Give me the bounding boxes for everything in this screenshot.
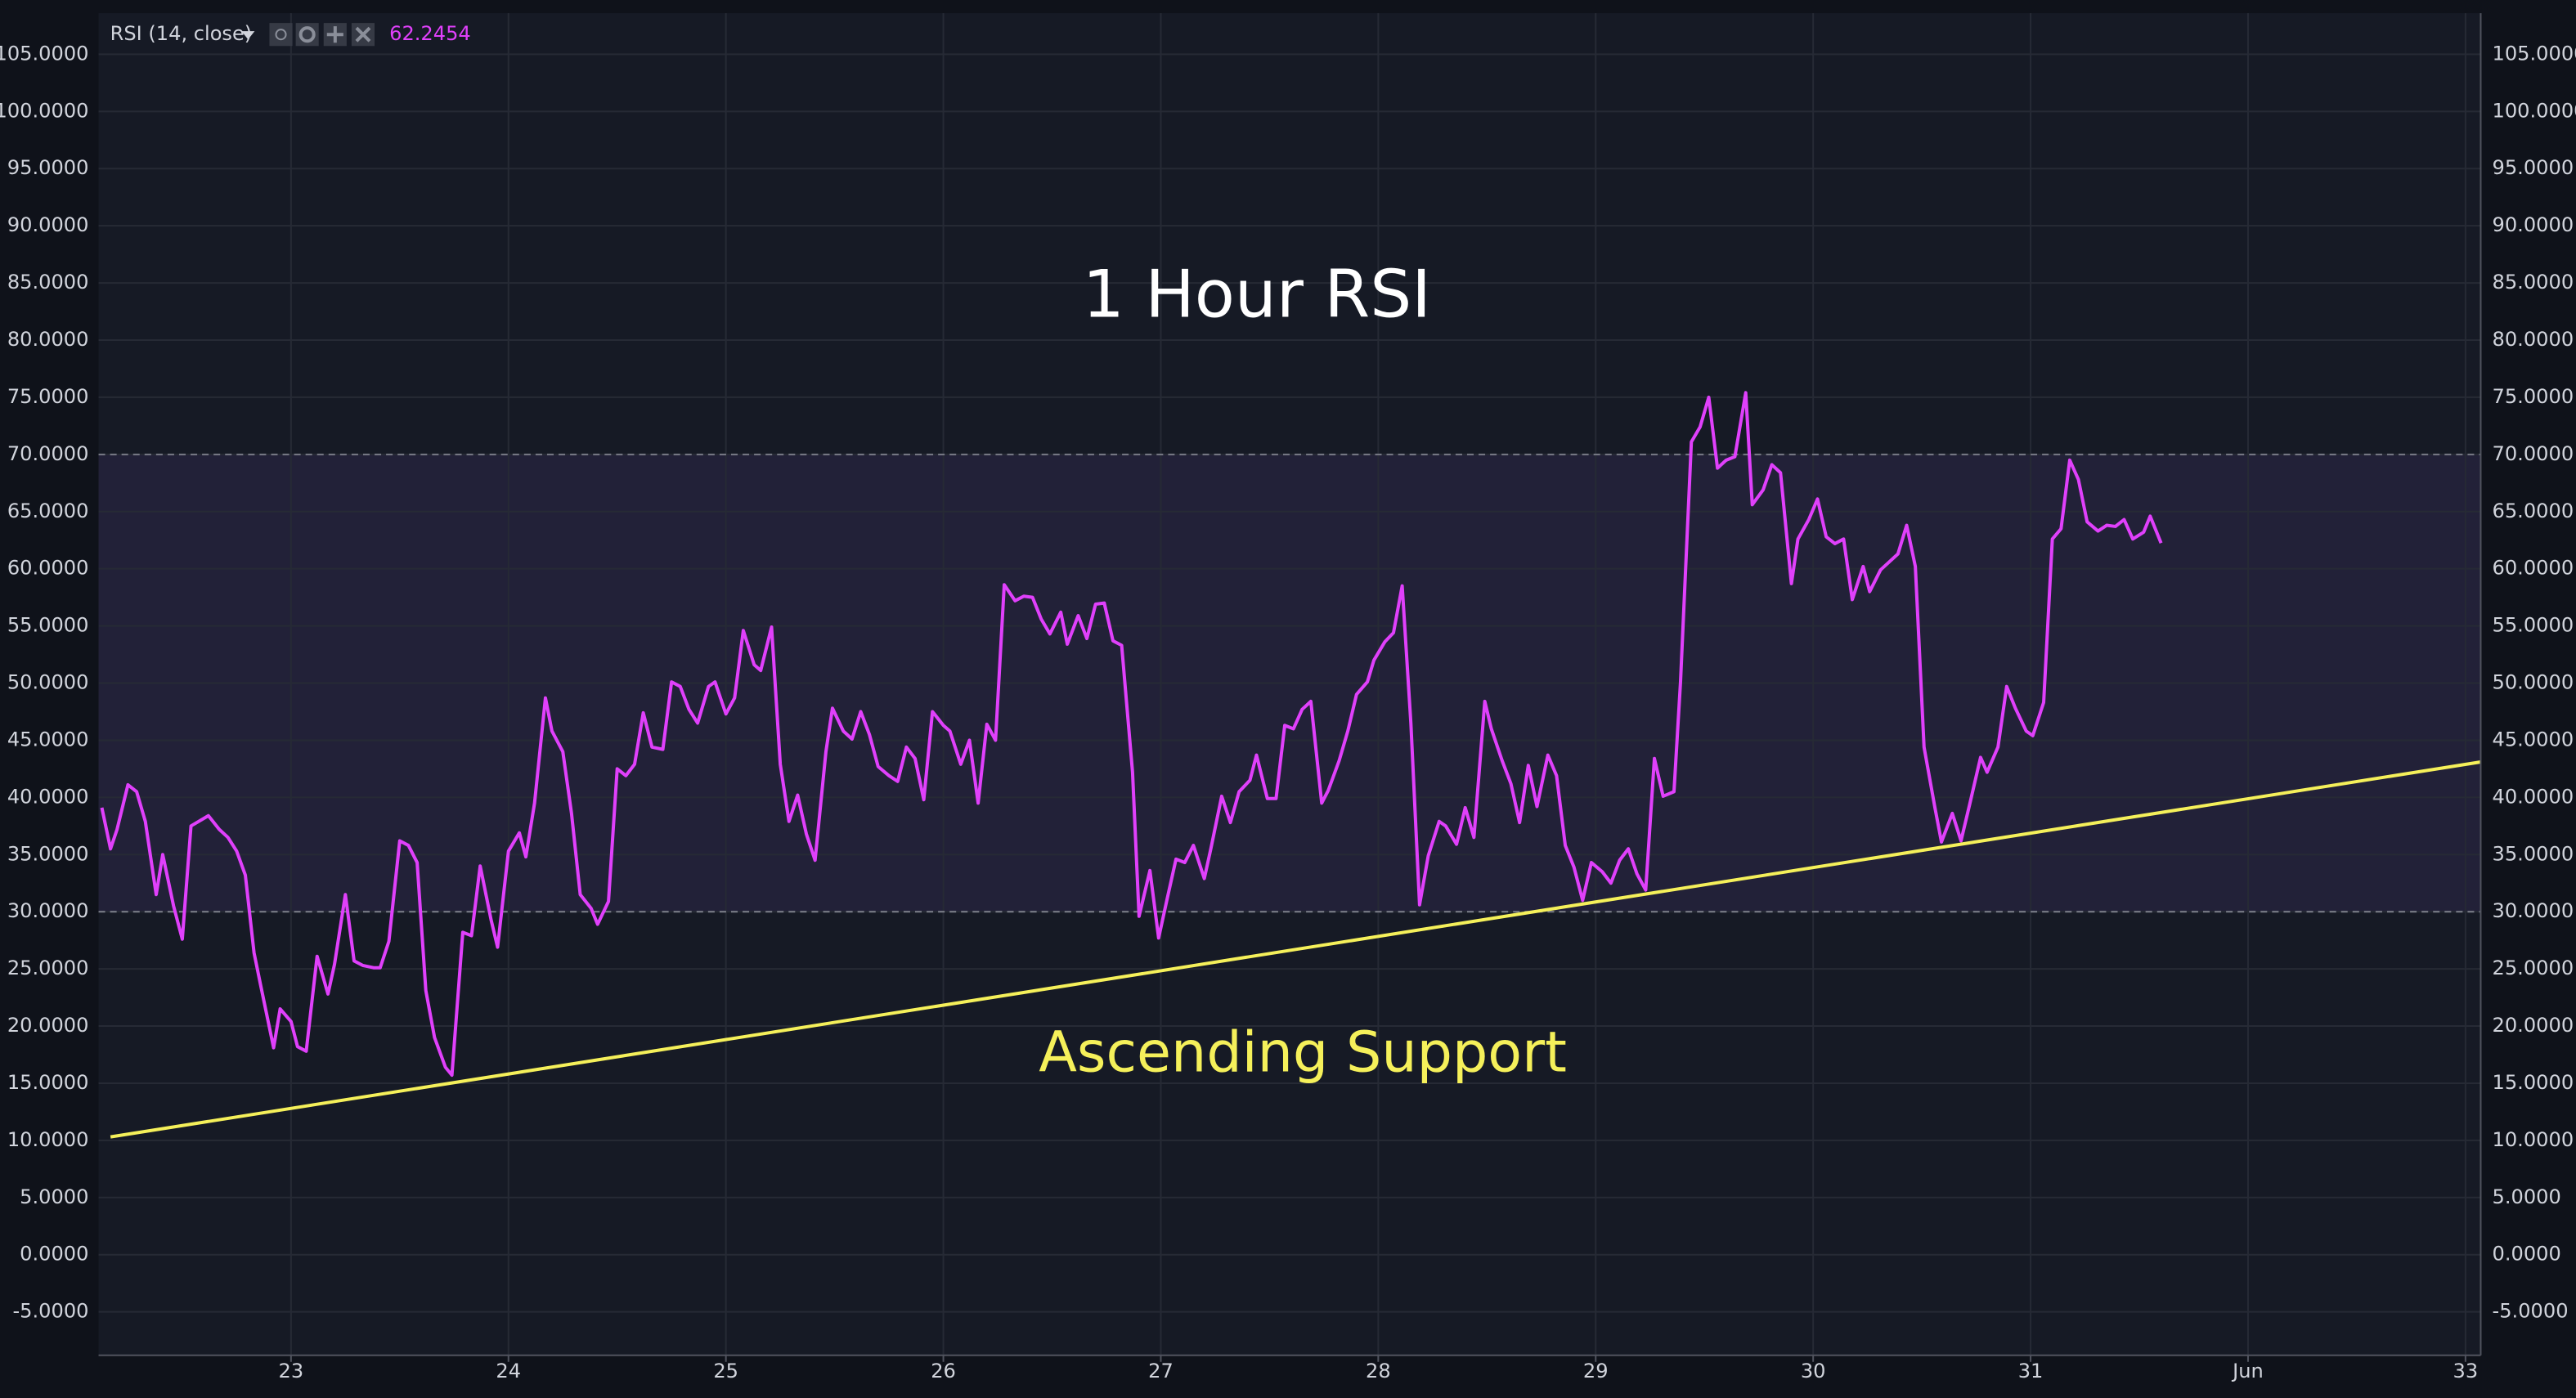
y-tick-label: 60.0000 [7, 557, 89, 580]
grid [98, 13, 2481, 1355]
x-tick-label: Jun [2231, 1360, 2264, 1382]
support-annotation: Ascending Support [1039, 1021, 1567, 1086]
y-tick-label-right: 35.0000 [2493, 842, 2574, 865]
x-tick-label: 29 [1583, 1360, 1609, 1382]
y-tick-label-right: 100.0000 [2493, 99, 2576, 122]
y-tick-label: 100.0000 [0, 99, 88, 122]
x-tick-label: 24 [496, 1360, 521, 1382]
dropdown-arrow[interactable] [241, 31, 255, 40]
y-tick-label-right: 95.0000 [2493, 156, 2574, 179]
y-tick-label-right: 90.0000 [2493, 213, 2574, 236]
y-tick-label: 10.0000 [7, 1128, 89, 1151]
x-tick-label: 31 [2018, 1360, 2044, 1382]
y-tick-label-right: 60.0000 [2493, 557, 2574, 580]
indicator-buttons [269, 23, 375, 47]
y-tick-label-right: 85.0000 [2493, 271, 2574, 293]
series-line [110, 760, 2481, 1139]
plus-icon [326, 26, 343, 43]
y-tick-label-right: 50.0000 [2493, 671, 2574, 694]
y-tick-label-right: 15.0000 [2493, 1071, 2574, 1094]
y-tick-label-right: 105.0000 [2493, 42, 2576, 65]
gear-icon [298, 26, 316, 43]
y-tick-label: -5.0000 [12, 1300, 88, 1323]
indicator-name[interactable]: RSI (14, close) [110, 22, 253, 45]
plot-area [98, 13, 2481, 1355]
x-tick-label: 23 [279, 1360, 304, 1382]
y-tick-label-right: 40.0000 [2493, 785, 2574, 808]
y-tick-label: 50.0000 [7, 671, 89, 694]
y-tick-label-right: 55.0000 [2493, 614, 2574, 637]
y-tick-label: 15.0000 [7, 1071, 89, 1094]
visibility-button[interactable] [269, 23, 293, 47]
x-tick-label: 30 [1801, 1360, 1826, 1382]
y-tick-label: 70.0000 [7, 442, 89, 465]
y-tick-label-right: 70.0000 [2493, 442, 2574, 465]
chart-title: 1 Hour RSI [1083, 256, 1431, 333]
y-tick-label: 75.0000 [7, 385, 89, 408]
labels: 105.0000 105.0000 100.0000 100.0000 95.0000 9… [0, 42, 2576, 1382]
y-tick-label-right: 20.0000 [2493, 1014, 2574, 1037]
y-tick-label-right: 80.0000 [2493, 328, 2574, 351]
y-tick-label: 20.0000 [7, 1014, 89, 1037]
y-tick-label: 40.0000 [7, 785, 89, 808]
y-tick-label: 30.0000 [7, 899, 89, 922]
series-line [100, 391, 2163, 1078]
y-tick-label: 55.0000 [7, 614, 89, 637]
y-tick-label-right: 75.0000 [2493, 385, 2574, 408]
y-tick-label-right: -5.0000 [2493, 1300, 2569, 1323]
y-tick-label-right: 65.0000 [2493, 500, 2574, 522]
y-tick-label-right: 45.0000 [2493, 728, 2574, 751]
x-tick-label: 25 [713, 1360, 738, 1382]
x-tick-label: 26 [931, 1360, 956, 1382]
y-tick-label: 45.0000 [7, 728, 89, 751]
y-tick-label: 95.0000 [7, 156, 89, 179]
y-tick-label-right: 30.0000 [2493, 899, 2574, 922]
marks [100, 391, 2481, 1139]
y-tick-label: 25.0000 [7, 957, 89, 979]
y-tick-label-right: 5.0000 [2493, 1185, 2561, 1208]
x-tick-label: 28 [1366, 1360, 1391, 1382]
y-tick-label: 5.0000 [20, 1185, 88, 1208]
y-tick-label-right: 25.0000 [2493, 957, 2574, 979]
y-tick-label-right: 0.0000 [2493, 1243, 2561, 1266]
close-icon [355, 26, 371, 43]
y-tick-label: 65.0000 [7, 500, 89, 522]
y-tick-label: 0.0000 [20, 1243, 88, 1266]
eye-icon [275, 29, 287, 41]
y-tick-label: 80.0000 [7, 328, 89, 351]
y-tick-label-right: 10.0000 [2493, 1128, 2574, 1151]
y-tick-label: 90.0000 [7, 213, 89, 236]
y-tick-label: 35.0000 [7, 842, 89, 865]
x-tick-label: 27 [1148, 1360, 1174, 1382]
last-value: 62.2454 [389, 22, 471, 45]
x-tick-label: 33 [2453, 1360, 2479, 1382]
y-tick-label: 85.0000 [7, 271, 89, 293]
y-tick-label: 105.0000 [0, 42, 88, 65]
